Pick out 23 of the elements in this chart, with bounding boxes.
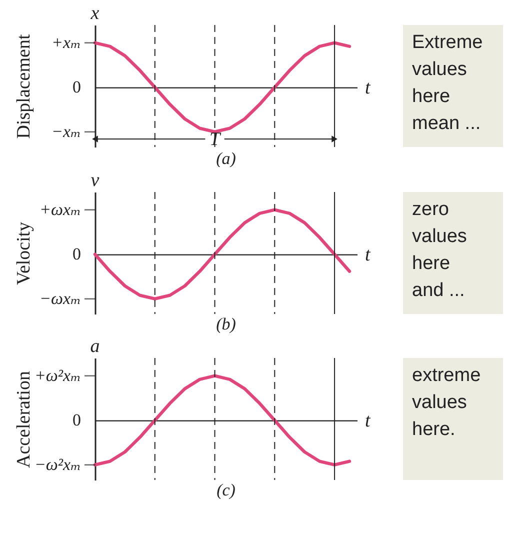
- text: 0: [72, 410, 81, 430]
- y-axis-title: Velocity: [14, 221, 34, 286]
- text: −ωxₘ: [40, 288, 81, 308]
- x-axis-title: t: [365, 410, 371, 432]
- text: −ω²xₘ: [34, 454, 81, 474]
- text: a: [90, 336, 100, 357]
- x-axis-title: t: [365, 244, 371, 266]
- text: (c): [216, 480, 236, 500]
- y-axis-title: Displacement: [14, 34, 34, 139]
- y-axis-title: Acceleration: [14, 370, 34, 468]
- text: extreme values here.: [412, 365, 481, 440]
- text: zero values here and ...: [412, 199, 467, 301]
- text: x: [90, 3, 100, 24]
- text: +ω²xₘ: [34, 366, 81, 385]
- text: Extreme values here mean ...: [412, 32, 483, 134]
- x-axis-title: t: [365, 77, 371, 98]
- text: +xₘ: [52, 32, 81, 52]
- text: 0: [72, 244, 81, 264]
- text: −xₘ: [52, 122, 81, 141]
- text: +ωxₘ: [40, 200, 81, 219]
- text: (b): [216, 314, 236, 334]
- text: 0: [72, 77, 81, 96]
- text: v: [90, 170, 100, 191]
